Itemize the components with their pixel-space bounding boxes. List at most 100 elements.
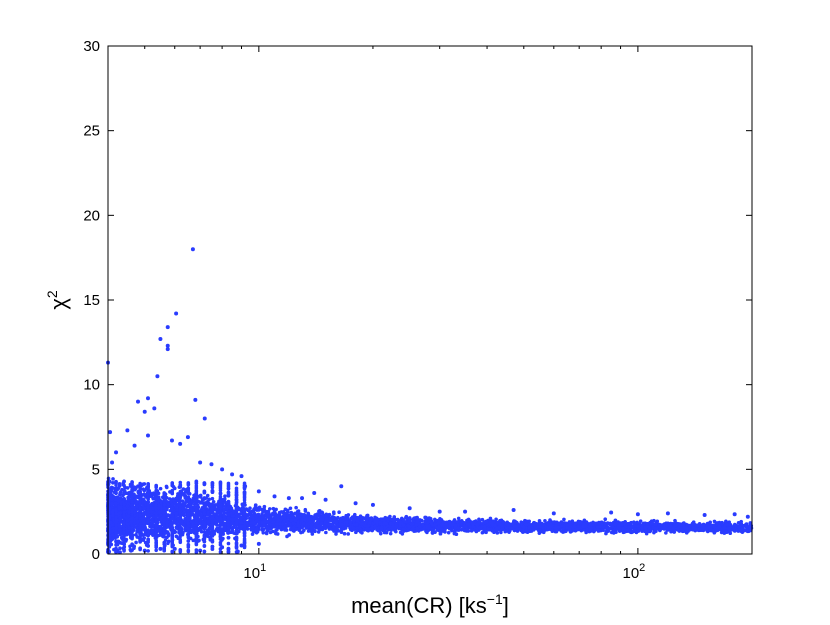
data-point bbox=[697, 521, 702, 526]
data-point bbox=[407, 516, 412, 520]
data-point bbox=[245, 527, 250, 531]
data-point bbox=[401, 523, 406, 527]
data-point bbox=[648, 529, 652, 534]
data-point bbox=[271, 506, 276, 511]
data-point bbox=[712, 530, 717, 535]
data-point bbox=[700, 523, 705, 527]
data-point bbox=[417, 521, 422, 526]
data-point bbox=[293, 511, 297, 516]
data-point bbox=[181, 530, 185, 535]
data-point bbox=[279, 510, 284, 514]
data-point bbox=[595, 525, 600, 529]
data-point bbox=[722, 531, 727, 535]
data-point bbox=[514, 520, 519, 525]
data-point bbox=[262, 504, 267, 509]
data-point bbox=[599, 520, 604, 525]
data-point bbox=[135, 519, 140, 524]
data-point bbox=[134, 540, 138, 545]
data-point bbox=[207, 497, 211, 502]
data-point bbox=[398, 530, 403, 535]
data-point bbox=[215, 523, 219, 527]
data-point bbox=[118, 491, 123, 495]
data-point bbox=[332, 511, 336, 516]
data-point bbox=[206, 512, 210, 517]
data-point bbox=[334, 527, 338, 532]
data-point bbox=[412, 516, 416, 521]
data-point bbox=[428, 516, 433, 521]
data-point bbox=[488, 516, 493, 521]
data-point bbox=[484, 530, 488, 535]
data-point bbox=[182, 503, 186, 507]
data-point bbox=[291, 528, 296, 533]
data-point bbox=[456, 525, 460, 530]
data-point bbox=[142, 527, 146, 532]
data-point bbox=[134, 532, 138, 537]
data-point bbox=[239, 515, 244, 520]
data-point bbox=[499, 524, 504, 528]
data-point bbox=[306, 511, 311, 516]
data-point bbox=[739, 519, 744, 524]
data-point bbox=[158, 486, 163, 491]
data-point bbox=[701, 528, 706, 533]
data-point bbox=[415, 516, 419, 520]
data-point bbox=[621, 526, 626, 531]
data-point bbox=[621, 522, 625, 526]
data-point bbox=[206, 520, 211, 525]
data-point bbox=[527, 522, 531, 526]
data-point bbox=[191, 538, 196, 543]
data-point bbox=[118, 498, 123, 502]
data-point bbox=[414, 523, 419, 527]
data-point bbox=[118, 516, 123, 520]
data-point bbox=[324, 512, 329, 517]
data-point bbox=[268, 522, 272, 526]
data-point bbox=[443, 527, 447, 532]
data-point bbox=[126, 522, 130, 526]
data-point bbox=[320, 511, 325, 515]
data-point bbox=[354, 530, 358, 535]
data-point bbox=[424, 529, 428, 533]
data-point bbox=[265, 514, 270, 518]
data-point bbox=[174, 512, 178, 516]
data-point bbox=[156, 506, 161, 510]
data-point bbox=[584, 530, 588, 535]
data-point bbox=[593, 528, 597, 532]
data-point bbox=[697, 527, 702, 531]
data-point bbox=[533, 523, 537, 527]
data-point bbox=[337, 510, 341, 515]
data-point bbox=[519, 520, 524, 524]
data-point bbox=[122, 545, 127, 549]
data-point bbox=[459, 520, 464, 524]
data-point bbox=[271, 520, 276, 524]
data-point bbox=[541, 526, 545, 530]
data-point bbox=[712, 524, 716, 528]
data-point bbox=[745, 529, 750, 534]
data-point bbox=[183, 516, 187, 521]
data-point bbox=[274, 531, 278, 536]
data-point bbox=[719, 530, 724, 535]
data-point bbox=[411, 527, 415, 531]
data-point bbox=[218, 523, 222, 528]
data-point bbox=[626, 522, 630, 526]
data-point bbox=[324, 530, 328, 535]
data-point bbox=[471, 522, 475, 526]
data-point bbox=[654, 527, 659, 531]
data-point bbox=[384, 521, 389, 526]
data-point bbox=[673, 524, 678, 528]
data-point bbox=[142, 524, 147, 529]
data-point bbox=[394, 524, 398, 528]
data-point bbox=[349, 516, 354, 521]
data-point bbox=[560, 524, 564, 528]
data-point bbox=[231, 509, 236, 514]
data-point bbox=[730, 525, 735, 530]
data-point bbox=[664, 531, 668, 535]
data-point bbox=[649, 519, 654, 523]
data-point bbox=[261, 508, 265, 513]
data-point bbox=[708, 520, 712, 525]
data-point bbox=[727, 526, 732, 531]
data-point bbox=[165, 522, 170, 527]
data-point bbox=[186, 503, 191, 508]
data-point bbox=[150, 517, 154, 522]
data-point bbox=[142, 506, 146, 511]
data-point bbox=[382, 526, 387, 530]
data-point bbox=[263, 509, 268, 514]
